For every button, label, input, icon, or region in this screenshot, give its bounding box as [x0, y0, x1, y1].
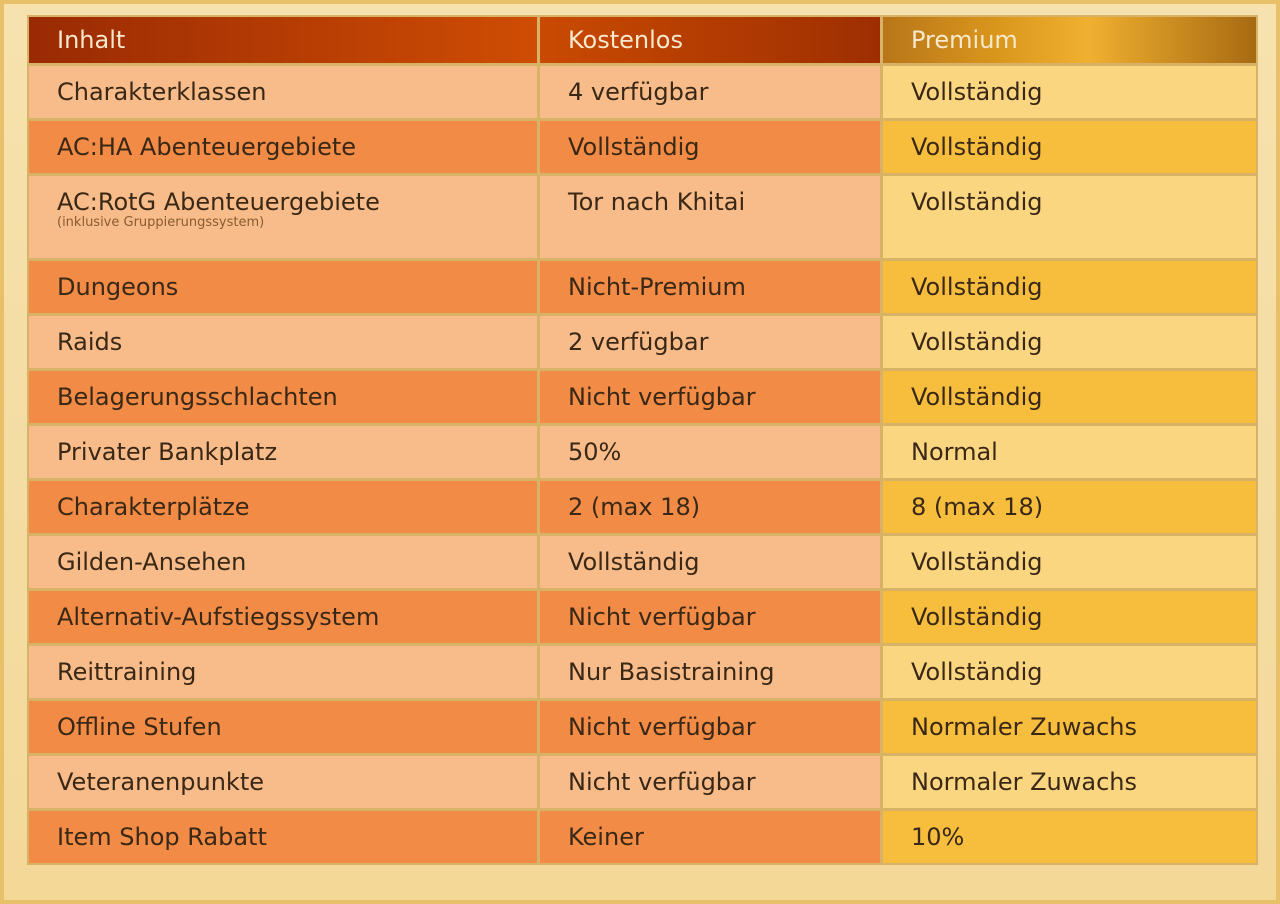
table-cell: Vollständig: [540, 536, 880, 588]
table-cell: Vollständig: [883, 371, 1256, 423]
table-cell: Nicht verfügbar: [540, 371, 880, 423]
table-cell: Nicht verfügbar: [540, 591, 880, 643]
cell-text: Raids: [57, 328, 123, 356]
cell-text: Tor nach Khitai: [568, 188, 746, 216]
cell-text: Privater Bankplatz: [57, 438, 278, 466]
cell-text: Reittraining: [57, 658, 197, 686]
table-cell: Vollständig: [883, 176, 1256, 258]
cell-text: Offline Stufen: [57, 713, 222, 741]
cell-text: 2 verfügbar: [568, 328, 709, 356]
table-cell: Belagerungsschlachten: [29, 371, 537, 423]
cell-text: 8 (max 18): [911, 493, 1044, 521]
table-cell: Vollständig: [883, 66, 1256, 118]
table-cell: 10%: [883, 811, 1256, 863]
table-cell: Gilden-Ansehen: [29, 536, 537, 588]
cell-text: Vollständig: [911, 383, 1043, 411]
cell-text: Nicht verfügbar: [568, 768, 756, 796]
cell-text: Dungeons: [57, 273, 179, 301]
header-cell: Premium: [883, 17, 1256, 63]
cell-text: 4 verfügbar: [568, 78, 709, 106]
header-cell: Kostenlos: [540, 17, 880, 63]
table-cell: Charakterklassen: [29, 66, 537, 118]
table-cell: Dungeons: [29, 261, 537, 313]
table-cell: Offline Stufen: [29, 701, 537, 753]
table-cell: Vollständig: [883, 121, 1256, 173]
cell-text: Normal: [911, 438, 998, 466]
table-cell: Normaler Zuwachs: [883, 701, 1256, 753]
table-cell: Vollständig: [883, 261, 1256, 313]
cell-text: Vollständig: [911, 328, 1043, 356]
table-cell: Vollständig: [883, 591, 1256, 643]
cell-text: 2 (max 18): [568, 493, 701, 521]
cell-text: Vollständig: [911, 548, 1043, 576]
cell-text: Vollständig: [911, 603, 1043, 631]
cell-text: Nicht verfügbar: [568, 603, 756, 631]
cell-text: Charakterplätze: [57, 493, 250, 521]
cell-note: (inklusive Gruppierungssystem): [57, 215, 265, 230]
cell-text: Nur Basistraining: [568, 658, 775, 686]
table-cell: Nicht verfügbar: [540, 701, 880, 753]
table-cell: Privater Bankplatz: [29, 426, 537, 478]
table-cell: Raids: [29, 316, 537, 368]
cell-text: AC:HA Abenteuergebiete: [57, 133, 357, 161]
table-cell: Veteranenpunkte: [29, 756, 537, 808]
cell-text: 50%: [568, 438, 622, 466]
table-cell: Charakterplätze: [29, 481, 537, 533]
cell-text: Charakterklassen: [57, 78, 267, 106]
cell-text: Gilden-Ansehen: [57, 548, 247, 576]
cell-text: Vollständig: [911, 658, 1043, 686]
cell-text: Vollständig: [568, 548, 700, 576]
table-cell: 4 verfügbar: [540, 66, 880, 118]
cell-text: Nicht verfügbar: [568, 383, 756, 411]
cell-text: 10%: [911, 823, 965, 851]
table-cell: AC:RotG Abenteuergebiete (inklusive Grupp…: [29, 176, 537, 258]
table-cell: Item Shop Rabatt: [29, 811, 537, 863]
cell-text: Belagerungsschlachten: [57, 383, 338, 411]
cell-text: Vollständig: [568, 133, 700, 161]
table-cell: Reittraining: [29, 646, 537, 698]
cell-text: Item Shop Rabatt: [57, 823, 267, 851]
header-cell: Inhalt: [29, 17, 537, 63]
table-cell: Keiner: [540, 811, 880, 863]
table-cell: Nur Basistraining: [540, 646, 880, 698]
cell-text: Vollständig: [911, 273, 1043, 301]
table-cell: Nicht verfügbar: [540, 756, 880, 808]
table-cell: 50%: [540, 426, 880, 478]
cell-text: Veteranenpunkte: [57, 768, 264, 796]
cell-text: Normaler Zuwachs: [911, 768, 1137, 796]
cell-text: AC:RotG Abenteuergebiete: [57, 188, 380, 216]
table-cell: Vollständig: [883, 536, 1256, 588]
table-cell: AC:HA Abenteuergebiete: [29, 121, 537, 173]
cell-text: Vollständig: [911, 78, 1043, 106]
table-cell: Vollständig: [540, 121, 880, 173]
table-cell: Tor nach Khitai: [540, 176, 880, 258]
cell-text: Vollständig: [911, 133, 1043, 161]
table-cell: Normaler Zuwachs: [883, 756, 1256, 808]
table-cell: Vollständig: [883, 646, 1256, 698]
cell-text: Keiner: [568, 823, 644, 851]
table-cell: Alternativ-Aufstiegssystem: [29, 591, 537, 643]
comparison-table: Inhalt Kostenlos Premium Charakterklassen 4 …: [27, 15, 1258, 865]
cell-text: Alternativ-Aufstiegssystem: [57, 603, 380, 631]
table-cell: Normal: [883, 426, 1256, 478]
cell-text: Nicht verfügbar: [568, 713, 756, 741]
table-cell: Vollständig: [883, 316, 1256, 368]
cell-text: Normaler Zuwachs: [911, 713, 1137, 741]
table-cell: 2 (max 18): [540, 481, 880, 533]
table-cell: 2 verfügbar: [540, 316, 880, 368]
cell-text: Vollständig: [911, 188, 1043, 216]
table-cell: Nicht-Premium: [540, 261, 880, 313]
table-cell: 8 (max 18): [883, 481, 1256, 533]
cell-text: Nicht-Premium: [568, 273, 746, 301]
